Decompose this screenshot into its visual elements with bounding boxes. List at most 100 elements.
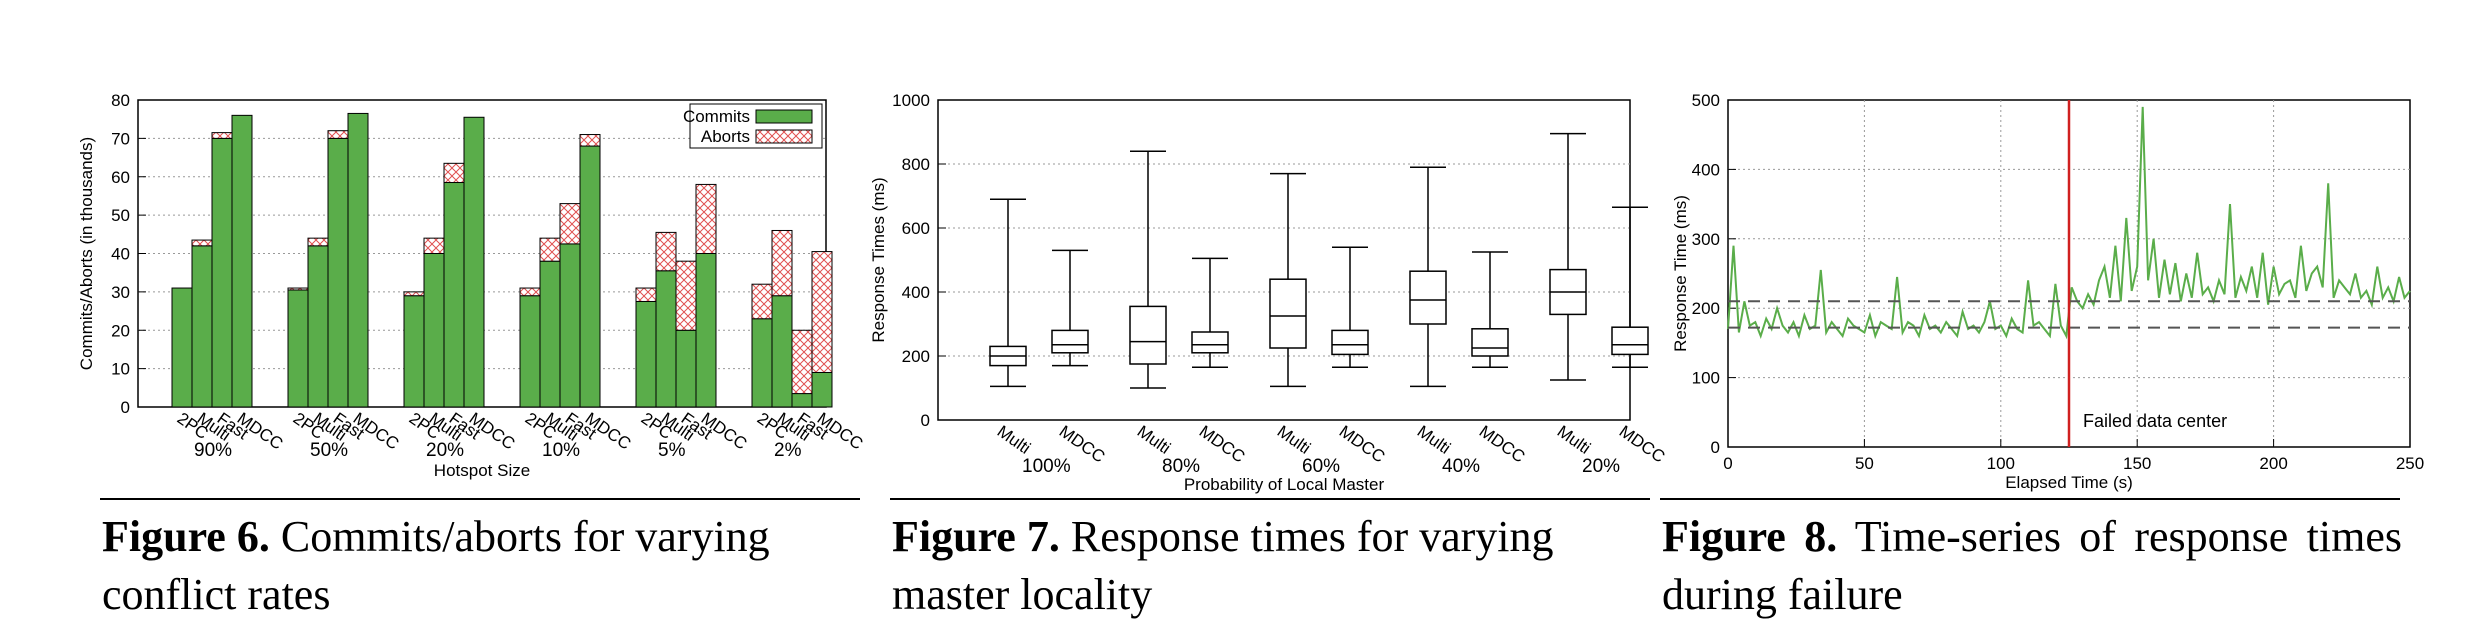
bar-aborts	[191, 239, 213, 247]
protocol-label: Multi	[1554, 422, 1594, 458]
y-tick-label: 0	[921, 411, 930, 430]
box-iqr	[1269, 278, 1307, 349]
protocol-label: Multi	[1134, 422, 1174, 458]
y-tick-label: 10	[111, 360, 130, 379]
bar-commits	[675, 329, 697, 408]
bar-aborts	[287, 287, 309, 291]
bar-commits	[211, 137, 233, 408]
bar-aborts	[791, 329, 813, 395]
bar-commits	[655, 270, 677, 408]
y-tick-label: 60	[111, 168, 130, 187]
protocol-label: MDCC	[1336, 422, 1389, 467]
x-tick-label: 250	[2396, 454, 2424, 473]
y-tick-label: 800	[902, 155, 930, 174]
y-axis-label: Commits/Aborts (in thousands)	[77, 137, 96, 370]
group-label: 5%	[658, 440, 686, 461]
figure-6-rule	[100, 498, 860, 500]
bar-commits	[287, 289, 309, 408]
box-iqr	[1471, 328, 1509, 357]
figure-8-panel: 0 100 200 300 400 500 0 50 100 150 200 250 Response …	[1660, 0, 2478, 636]
bar-commits	[771, 295, 793, 408]
bar-commits	[579, 145, 601, 408]
group-label: 90%	[194, 440, 232, 461]
bar-commits	[751, 318, 773, 408]
y-tick-label: 1000	[892, 91, 930, 110]
protocol-label: Multi	[1274, 422, 1314, 458]
legend-swatch-aborts	[755, 129, 813, 144]
bar-aborts	[423, 237, 445, 254]
bar-commits	[695, 253, 717, 408]
y-tick-label: 80	[111, 91, 130, 110]
bar-commits	[171, 287, 193, 408]
group-label: 10%	[542, 440, 580, 461]
bar-commits	[539, 260, 561, 408]
group-label: 80%	[1162, 456, 1200, 477]
bar-commits	[519, 295, 541, 408]
failure-label: Failed data center	[2083, 411, 2227, 431]
y-axis-label: Response Time (ms)	[1671, 195, 1690, 352]
x-axis-label: Hotspot Size	[434, 461, 530, 480]
bar-commits	[791, 393, 813, 408]
bar-aborts	[519, 287, 541, 297]
bar-commits	[811, 371, 833, 408]
figure-8-caption-text: Time-series of response times during fai…	[1662, 512, 2402, 619]
bar-aborts	[695, 183, 717, 254]
y-tick-label: 30	[111, 283, 130, 302]
bar-aborts	[635, 287, 657, 302]
protocol-label: MDCC	[1476, 422, 1529, 467]
y-tick-label: 0	[121, 398, 130, 417]
bar-aborts	[443, 162, 465, 184]
legend-label-commits: Commits	[683, 107, 750, 126]
protocol-label: Multi	[994, 422, 1034, 458]
protocol-label: MDCC	[1196, 422, 1249, 467]
y-tick-label: 40	[111, 245, 130, 264]
bar-aborts	[579, 134, 601, 147]
x-tick-label: 0	[1723, 454, 1732, 473]
x-axis-label: Elapsed Time (s)	[2005, 473, 2133, 492]
legend-label-aborts: Aborts	[701, 127, 750, 146]
figure-7-panel: 0 200 400 600 800 1000 Response Times (ms) Prob…	[860, 0, 1668, 636]
group-label: 20%	[1582, 456, 1620, 477]
y-tick-label: 400	[1692, 160, 1720, 179]
figure-8-rule	[1660, 498, 2400, 500]
protocol-label: Multi	[1414, 422, 1454, 458]
x-tick-label: 100	[1987, 454, 2015, 473]
figure-8-caption: Figure 8. Time-series of response times …	[1662, 508, 2402, 624]
bar-aborts	[811, 251, 833, 373]
y-tick-label: 300	[1692, 230, 1720, 249]
bar-aborts	[211, 132, 233, 139]
y-tick-label: 100	[1692, 369, 1720, 388]
figure-6-panel: 0 10 20 30 40 50 60 70 80 Commits/Aborts (in thou…	[60, 0, 866, 636]
bar-commits	[403, 295, 425, 408]
y-axis-label: Response Times (ms)	[869, 177, 888, 342]
bar-commits	[423, 253, 445, 408]
box-iqr	[1191, 331, 1229, 354]
plot-frame	[937, 99, 1631, 421]
y-tick-label: 400	[902, 283, 930, 302]
bar-commits	[347, 112, 369, 408]
bar-commits	[191, 245, 213, 408]
legend-swatch-commits	[755, 109, 813, 124]
x-tick-label: 200	[2259, 454, 2287, 473]
figure-6-chart: 0 10 20 30 40 50 60 70 80 Commits/Aborts (in thou…	[77, 91, 866, 480]
figure-8-caption-label: Figure 8.	[1662, 512, 1838, 561]
bar-commits	[231, 114, 253, 408]
bar-commits	[635, 300, 657, 408]
bar-commits	[443, 182, 465, 408]
x-tick-label: 50	[1855, 454, 1874, 473]
bar-commits	[327, 137, 349, 408]
box-iqr	[1331, 329, 1369, 356]
box-iqr	[1409, 270, 1447, 325]
box-iqr	[1611, 326, 1649, 356]
figure-8-chart: 0 100 200 300 400 500 0 50 100 150 200 250 Response …	[1671, 91, 2424, 492]
bar-aborts	[771, 229, 793, 297]
figure-6-caption-text: Commits/aborts for varying conflict rate…	[102, 512, 770, 619]
bar-aborts	[559, 203, 581, 245]
figure-6-caption: Figure 6. Commits/aborts for varying con…	[102, 508, 862, 624]
group-label: 40%	[1442, 456, 1480, 477]
figure-7-rule	[890, 498, 1650, 500]
figure-7-caption-text: Response times for varying master locali…	[892, 512, 1554, 619]
bar-aborts	[327, 130, 349, 139]
bar-commits	[307, 245, 329, 408]
box-iqr	[1051, 329, 1089, 354]
